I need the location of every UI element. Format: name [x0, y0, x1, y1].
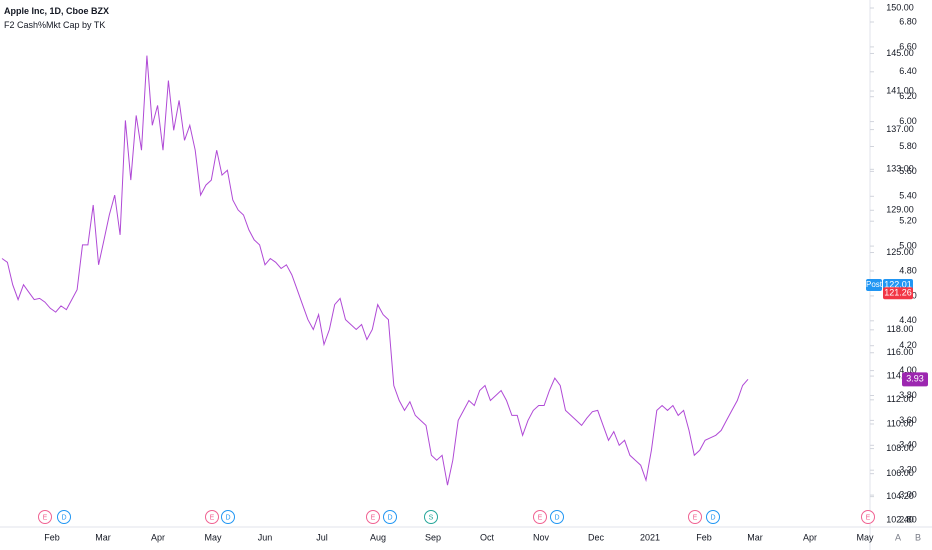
y-tick-label: 4.00: [899, 365, 917, 375]
event-marker[interactable]: [383, 510, 397, 524]
y2-tick-label: 125.00: [886, 247, 914, 257]
event-label: E: [210, 514, 215, 521]
event-marker[interactable]: [533, 510, 547, 524]
y2-tick-label: 137.00: [886, 124, 914, 134]
event-marker[interactable]: [706, 510, 720, 524]
x-tick-label: Apr: [151, 532, 165, 542]
indicator-line: [1, 55, 749, 486]
y2-tick-label: 145.00: [886, 48, 914, 58]
y2-tick-label: 114.00: [887, 370, 914, 380]
event-label: D: [61, 514, 66, 521]
event-label: D: [387, 514, 392, 521]
event-marker[interactable]: [57, 510, 71, 524]
last-value-label: 3.93: [906, 374, 924, 384]
y-tick-label: 5.00: [899, 240, 917, 250]
indicator-title[interactable]: F2 Cash%Mkt Cap by TK: [4, 20, 106, 30]
event-marker[interactable]: [205, 510, 219, 524]
event-label: D: [554, 514, 559, 521]
y-tick-label: 6.80: [899, 16, 917, 26]
last-value-badge: [902, 372, 928, 387]
y-tick-label: 3.00: [899, 489, 917, 499]
y2-tick-label: 112.00: [887, 394, 914, 404]
x-tick-label: Oct: [480, 532, 495, 542]
close-price-label: 121.26: [884, 288, 912, 298]
event-marker[interactable]: [366, 510, 380, 524]
event-label: D: [225, 514, 230, 521]
y-tick-label: 2.80: [899, 514, 917, 524]
y2-tick-label: 133.00: [886, 164, 914, 174]
x-tick-label: May: [204, 532, 222, 542]
y-tick-label: 6.40: [899, 66, 917, 76]
y-tick-label: 3.80: [899, 390, 917, 400]
y2-tick-label: 116.00: [887, 347, 914, 357]
event-label: E: [693, 514, 698, 521]
event-label: E: [371, 514, 376, 521]
scale-button[interactable]: B: [915, 532, 921, 542]
y2-tick-label: 141.00: [886, 85, 914, 95]
y2-tick-label: 106.00: [886, 468, 914, 478]
x-tick-label: Nov: [533, 532, 550, 542]
y2-tick-label: 118.00: [887, 324, 914, 334]
y-tick-label: 5.60: [899, 166, 917, 176]
y2-tick-label: 108.00: [886, 443, 914, 453]
symbol-title[interactable]: Apple Inc, 1D, Cboe BZX: [4, 6, 110, 16]
x-tick-label: Feb: [44, 532, 60, 542]
x-tick-label: May: [856, 532, 874, 542]
y2-tick-label: 110.00: [887, 418, 914, 428]
x-tick-label: Jun: [258, 532, 273, 542]
y-tick-label: 4.80: [899, 265, 917, 275]
event-marker[interactable]: [38, 510, 52, 524]
event-label: E: [538, 514, 543, 521]
y-tick-label: 3.60: [899, 415, 917, 425]
event-marker[interactable]: [221, 510, 235, 524]
y2-tick-label: 104.20: [886, 491, 914, 501]
y-tick-label: 5.80: [899, 141, 917, 151]
event-marker[interactable]: [550, 510, 564, 524]
y-tick-label: 3.20: [899, 465, 917, 475]
x-tick-label: 2021: [640, 532, 660, 542]
y-tick-label: 3.40: [899, 440, 917, 450]
x-tick-label: Aug: [370, 532, 386, 542]
y-tick-label: 4.40: [899, 315, 917, 325]
x-tick-label: Sep: [425, 532, 441, 542]
event-label: S: [429, 514, 434, 521]
event-marker[interactable]: [688, 510, 702, 524]
post-label: Post: [866, 280, 883, 289]
close-price-badge: [883, 287, 913, 300]
y-tick-label: 5.20: [899, 216, 917, 226]
y-tick-label: 6.60: [899, 41, 917, 51]
y2-tick-label: 102.40: [886, 514, 914, 524]
post-price-label: 122.01: [884, 279, 912, 289]
y2-tick-label: 150.00: [886, 2, 914, 12]
post-badge: [866, 279, 882, 292]
y-tick-label: 5.40: [899, 191, 917, 201]
event-label: E: [866, 514, 871, 521]
x-tick-label: Apr: [803, 532, 817, 542]
event-marker[interactable]: [861, 510, 875, 524]
scale-button[interactable]: A: [895, 532, 901, 542]
y2-tick-label: 129.00: [886, 205, 914, 215]
x-tick-label: Mar: [95, 532, 111, 542]
event-marker[interactable]: [424, 510, 438, 524]
x-tick-label: Mar: [747, 532, 763, 542]
x-tick-label: Feb: [696, 532, 712, 542]
y-tick-label: 6.00: [899, 116, 917, 126]
y-tick-label: 6.20: [899, 91, 917, 101]
y-tick-label: 4.20: [899, 340, 917, 350]
x-tick-label: Jul: [316, 532, 328, 542]
x-tick-label: Dec: [588, 532, 605, 542]
event-label: D: [710, 514, 715, 521]
event-label: E: [43, 514, 48, 521]
